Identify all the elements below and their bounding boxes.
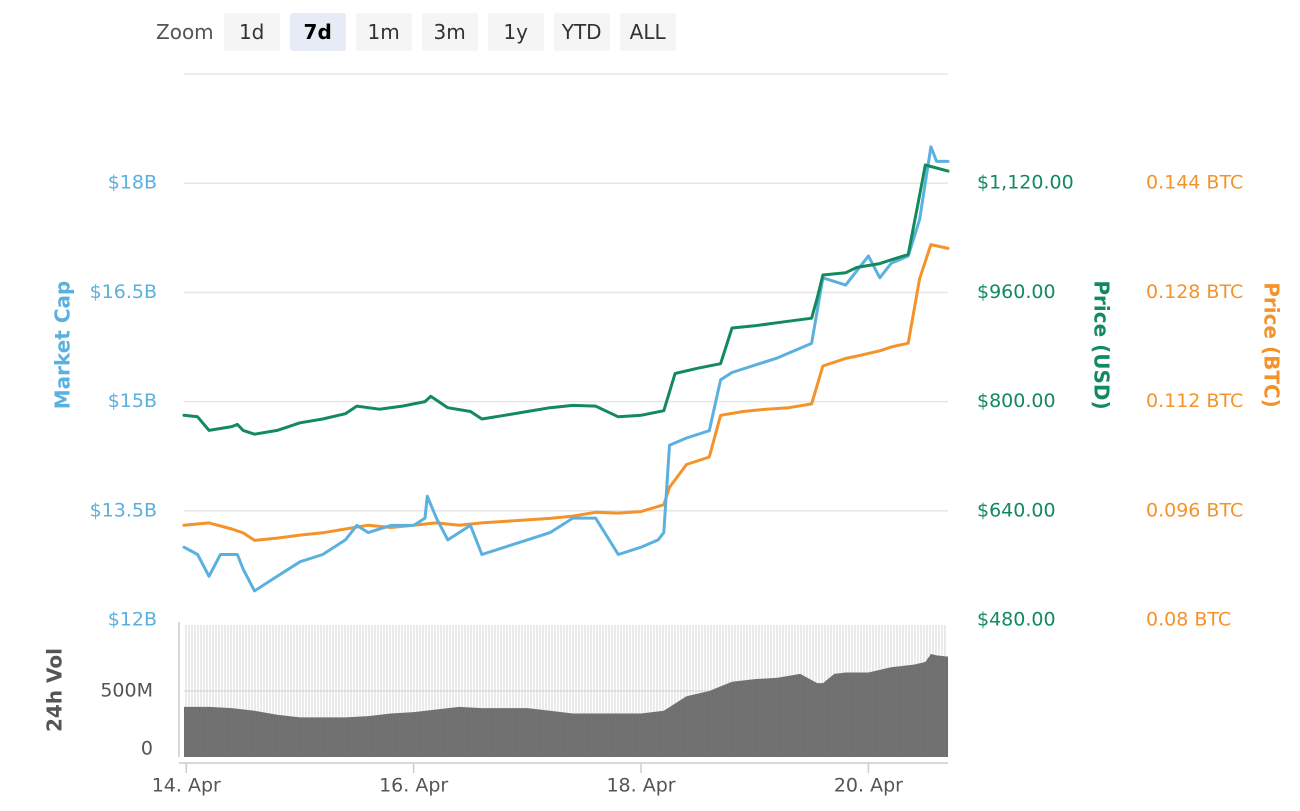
market-cap-tick-label: $18B — [108, 172, 157, 194]
volume-axis-title: 24h Vol — [43, 648, 67, 732]
volume-layer — [184, 620, 948, 757]
volume-mask — [184, 620, 948, 625]
btc-tick-label: 0.144 BTC — [1146, 172, 1243, 194]
btc-axis-title: Price (BTC) — [1260, 282, 1284, 408]
label-layer: $12B $480.00 0.08 BTC $13.5B $640.00 0.096 BT… — [43, 172, 1284, 797]
volume-area — [184, 654, 948, 757]
volume-tick-label: 500M — [100, 680, 153, 702]
zoom-1y-button[interactable]: 1y — [487, 13, 544, 51]
usd-tick-label: $640.00 — [977, 499, 1056, 521]
usd-tick-label: $800.00 — [977, 390, 1056, 412]
zoom-1m-button[interactable]: 1m — [355, 13, 412, 51]
btc-tick-label: 0.096 BTC — [1146, 499, 1243, 521]
market-cap-line — [182, 145, 950, 593]
price-btc-line — [182, 243, 950, 542]
market-cap-tick-label: $15B — [108, 390, 157, 412]
x-tick-label: 14. Apr — [152, 775, 221, 797]
usd-tick-label: $1,120.00 — [977, 172, 1074, 194]
zoom-bar: Zoom 1d 7d 1m 3m 1y YTD ALL — [156, 12, 686, 52]
x-tick-label: 20. Apr — [834, 775, 903, 797]
volume-tick-label: 0 — [141, 738, 153, 760]
x-tick-label: 16. Apr — [379, 775, 448, 797]
usd-tick-label: $480.00 — [977, 609, 1056, 631]
btc-tick-label: 0.112 BTC — [1146, 390, 1243, 412]
market-cap-tick-label: $13.5B — [90, 499, 157, 521]
market-cap-axis-title: Market Cap — [51, 281, 75, 410]
market-cap-tick-label: $16.5B — [90, 281, 157, 303]
usd-tick-label: $960.00 — [977, 281, 1056, 303]
grid-layer — [178, 73, 948, 773]
series-layer — [182, 145, 950, 593]
zoom-3m-button[interactable]: 3m — [421, 13, 478, 51]
x-tick-label: 18. Apr — [606, 775, 675, 797]
zoom-label: Zoom — [156, 20, 214, 44]
price-usd-line — [182, 163, 950, 436]
usd-axis-title: Price (USD) — [1090, 280, 1114, 409]
zoom-1d-button[interactable]: 1d — [223, 13, 280, 51]
zoom-7d-button[interactable]: 7d — [289, 13, 346, 51]
btc-tick-label: 0.08 BTC — [1146, 609, 1231, 631]
btc-tick-label: 0.128 BTC — [1146, 281, 1243, 303]
market-cap-tick-label: $12B — [108, 609, 157, 631]
zoom-ytd-button[interactable]: YTD — [553, 13, 610, 51]
volume-bar-hatching — [185, 625, 946, 757]
zoom-all-button[interactable]: ALL — [619, 13, 676, 51]
